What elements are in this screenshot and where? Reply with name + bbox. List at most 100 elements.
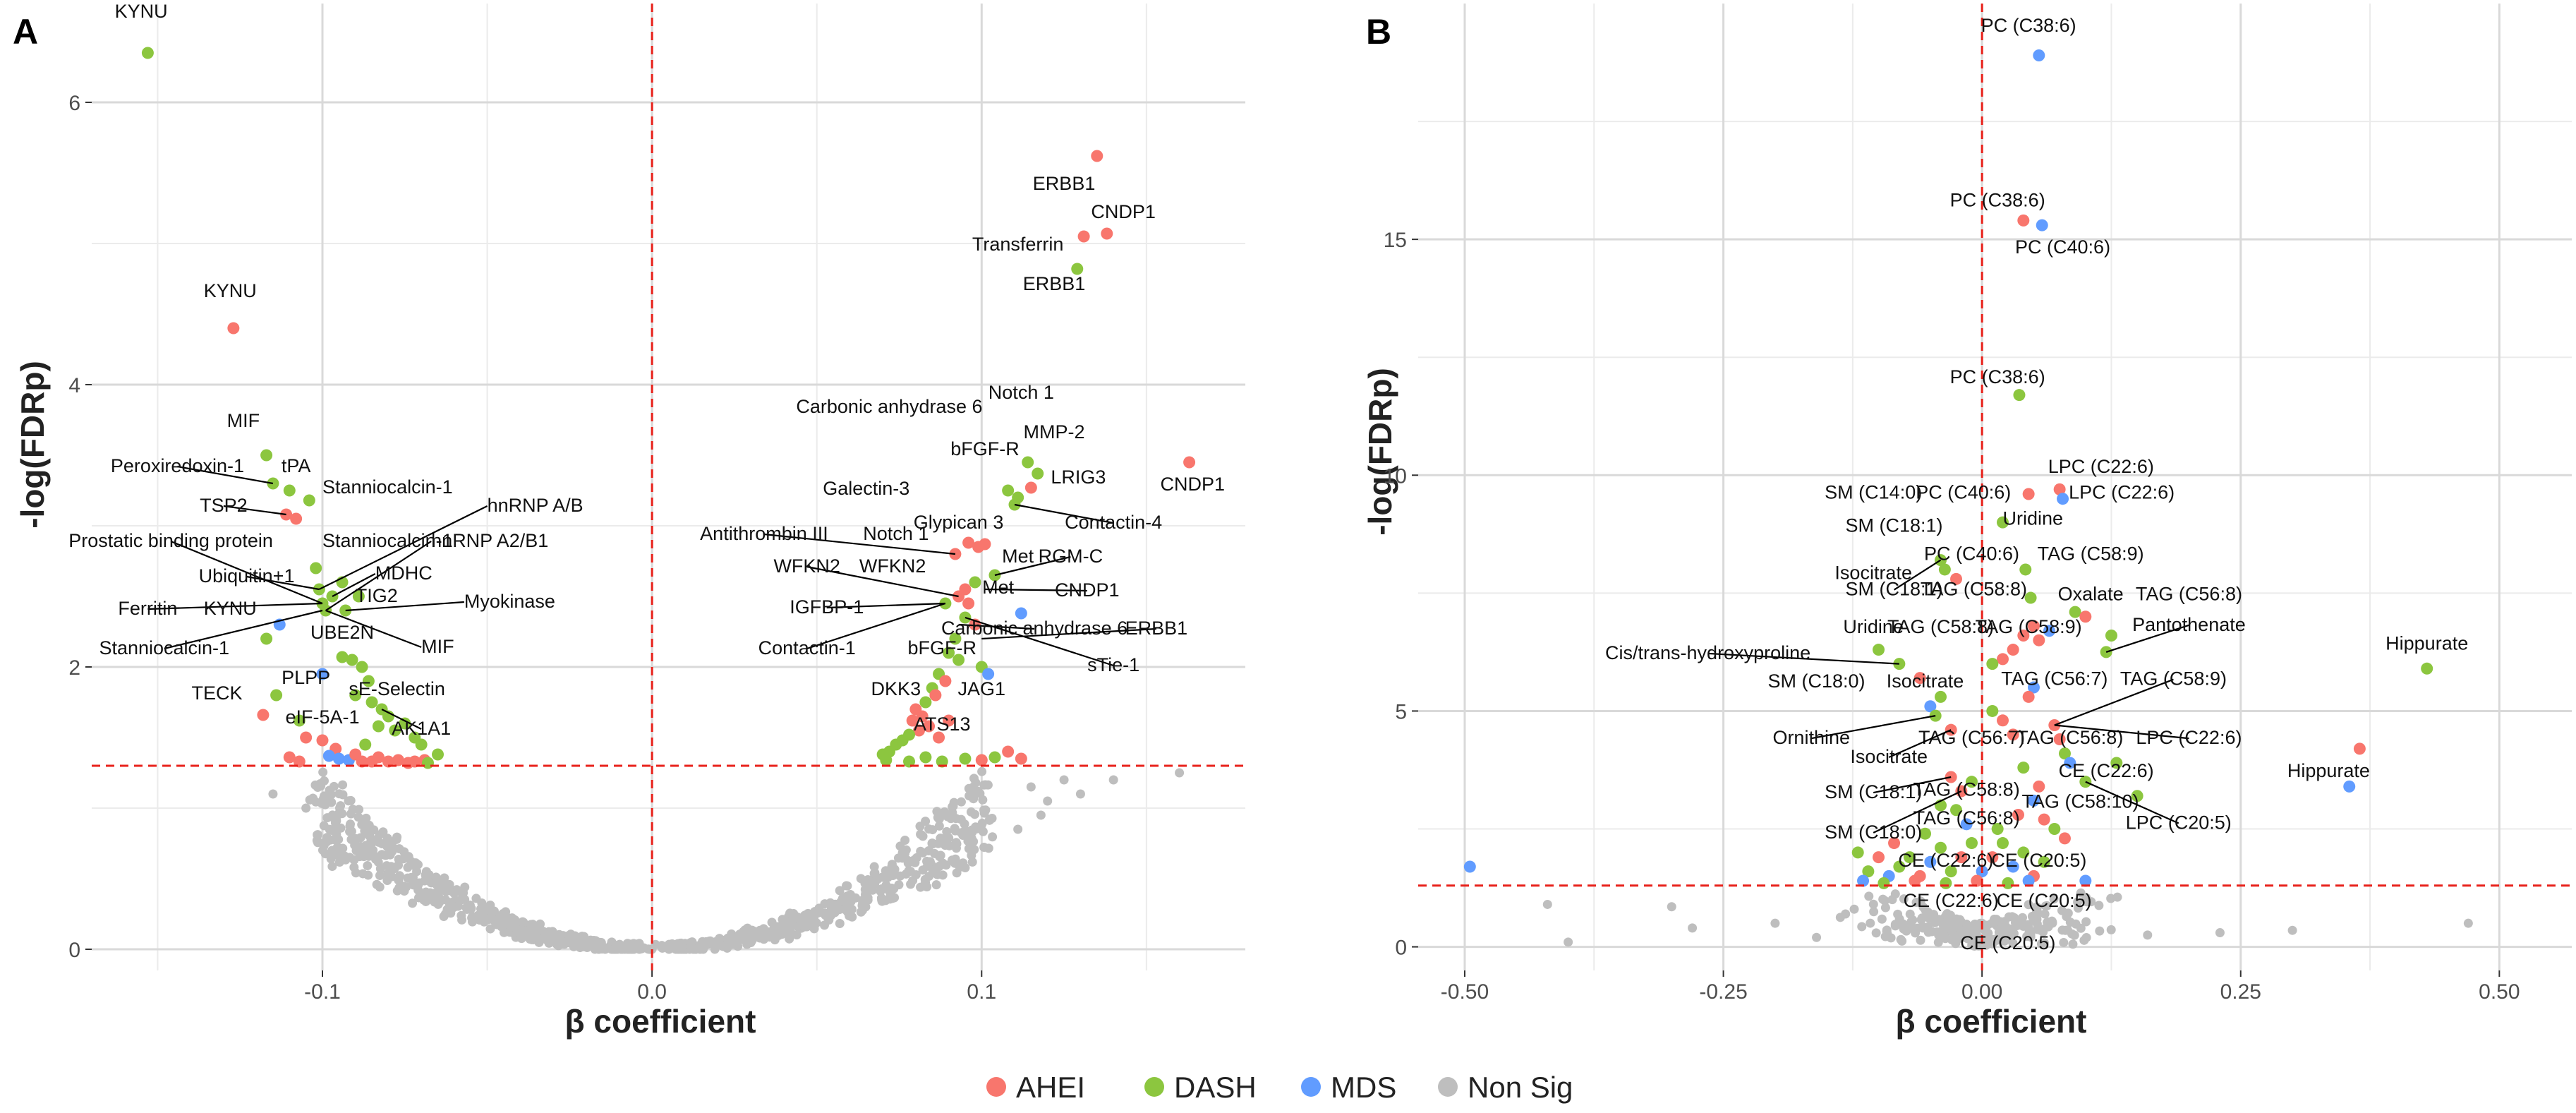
panel-a-point-non-sig — [898, 848, 908, 858]
panel-a-point-label: CNDP1 — [1091, 201, 1156, 222]
panel-b-point-non-sig — [1940, 920, 1950, 929]
panel-a-point-non-sig — [575, 943, 585, 953]
panel-a-point-non-sig — [975, 822, 985, 832]
panel-a-point-non-sig — [353, 812, 363, 822]
panel-a-point-non-sig — [960, 862, 970, 872]
panel-a-point-non-sig — [1075, 789, 1085, 799]
panel-a-point-label: Contactin-4 — [1065, 512, 1162, 533]
panel-b-point-dash — [1940, 877, 1952, 889]
panel-b-point-ahei — [1996, 653, 2009, 666]
panel-b-point-non-sig — [2081, 917, 2091, 927]
panel-b-point-dash — [2019, 563, 2032, 576]
panel-a-point-non-sig — [544, 930, 554, 940]
panel-a-point-non-sig — [419, 895, 429, 905]
panel-b-point-non-sig — [2049, 894, 2059, 904]
panel-b-point-ahei — [1873, 851, 1885, 864]
panel-b-point-non-sig — [1890, 889, 1900, 899]
panel-b-point-non-sig — [2076, 923, 2086, 933]
panel-b-point-label: TAG (C58:9) — [2038, 543, 2144, 565]
panel-a-point-non-sig — [950, 826, 960, 836]
panel-a-point-non-sig — [325, 824, 334, 834]
panel-a-point-non-sig — [465, 901, 475, 910]
panel-b-point-non-sig — [1667, 902, 1676, 912]
panel-a-point-non-sig — [799, 921, 809, 931]
panel-a-point-label: bFGF-R — [907, 637, 976, 658]
panel-b-point-non-sig — [1542, 899, 1552, 909]
panel-a-point-ahei — [300, 731, 313, 744]
panel-a-point-label: CNDP1 — [1055, 579, 1120, 601]
panel-b-label-leader — [1873, 776, 1952, 794]
panel-a-point-non-sig — [339, 851, 349, 861]
panel-a-point-non-sig — [313, 838, 322, 848]
panel-a-x-tick-label: 0.1 — [967, 980, 996, 1004]
panel-a-point-non-sig — [526, 927, 536, 937]
panel-a-point-dash — [959, 752, 972, 765]
panel-b-point-dash — [2038, 855, 2050, 868]
panel-a-point-non-sig — [900, 835, 910, 845]
panel-a-point-dash — [415, 738, 428, 751]
panel-a-point-label: Transferrin — [972, 234, 1064, 255]
panel-b-point-ahei — [2033, 634, 2045, 646]
panel-a-point-dash — [356, 661, 368, 673]
panel-b-point-dash — [1851, 846, 1864, 859]
panel-b-point-non-sig — [1899, 894, 1909, 904]
panel-a-point-ahei — [916, 710, 929, 723]
panel-b-point-non-sig — [1688, 923, 1698, 933]
panel-a-point-non-sig — [835, 886, 845, 896]
panel-a-point-dash — [919, 696, 932, 709]
panel-b-point-non-sig — [2047, 916, 2057, 926]
panel-b-point-non-sig — [2106, 925, 2116, 934]
panel-a-point-dash — [969, 576, 981, 589]
panel-a-point-non-sig — [399, 847, 409, 857]
panel-b-point-ahei — [2017, 630, 2030, 642]
panel-b-point-ahei — [1955, 851, 1968, 864]
panel-a-point-ahei — [290, 512, 303, 525]
panel-a-label-leader — [958, 623, 1035, 630]
panel-a-point-non-sig — [951, 838, 961, 848]
panel-b-point-non-sig — [1983, 928, 1993, 938]
panel-a-point-ahei — [906, 714, 919, 727]
panel-b-point-non-sig — [1893, 909, 1903, 919]
panel-a-point-label: PLPP — [282, 667, 330, 688]
panel-a-y-tick-label: 2 — [68, 656, 80, 680]
panel-a-point-non-sig — [934, 821, 944, 831]
panel-a-point-non-sig — [967, 784, 977, 794]
panel-b-point-non-sig — [1882, 925, 1892, 935]
panel-a-point-label: KYNU — [204, 598, 257, 619]
panel-b-point-non-sig — [2062, 925, 2072, 935]
panel-a-point-dash — [432, 748, 444, 761]
panel-a-label-leader — [1014, 503, 1114, 524]
panel-a-point-non-sig — [877, 872, 887, 882]
panel-a-point-dash — [919, 751, 932, 764]
panel-a-point-non-sig — [456, 910, 466, 920]
panel-b-point-non-sig — [2215, 928, 2225, 938]
panel-b-point-non-sig — [1857, 922, 1867, 932]
panel-b-point-mds — [2007, 860, 2019, 873]
panel-a-point-ahei — [939, 675, 952, 687]
panel-b-point-mds — [2343, 780, 2356, 793]
panel-b-point-non-sig — [2024, 900, 2033, 910]
panel-b-point-non-sig — [2007, 929, 2017, 939]
panel-a-point-label: TSP2 — [200, 495, 248, 516]
panel-a-point-non-sig — [910, 858, 920, 867]
panel-b-point-ahei — [2053, 733, 2066, 746]
panel-a-point-ahei — [943, 714, 955, 727]
panel-a-point-non-sig — [930, 848, 940, 858]
panel-a-point-non-sig — [911, 870, 921, 879]
panel-a-point-non-sig — [938, 870, 948, 880]
panel-a-point-non-sig — [471, 894, 481, 903]
panel-a-point-dash — [141, 47, 154, 59]
panel-a-point-non-sig — [967, 857, 977, 867]
panel-b-point-non-sig — [2039, 938, 2049, 948]
panel-a-point-non-sig — [268, 789, 278, 799]
panel-a-point-non-sig — [643, 944, 653, 954]
legend-label-ahei: AHEI — [1016, 1071, 1085, 1104]
panel-a-point-label: LRIG3 — [1051, 467, 1106, 488]
panel-a-y-tick-label: 6 — [68, 92, 80, 115]
legend-swatch-mds — [1301, 1077, 1321, 1097]
panel-b-point-non-sig — [1948, 929, 1958, 939]
panel-a-point-label: Ubiquitin+1 — [199, 565, 295, 586]
panel-a-point-non-sig — [361, 813, 371, 823]
panel-a-point-label: ERBB1 — [1023, 273, 1086, 294]
